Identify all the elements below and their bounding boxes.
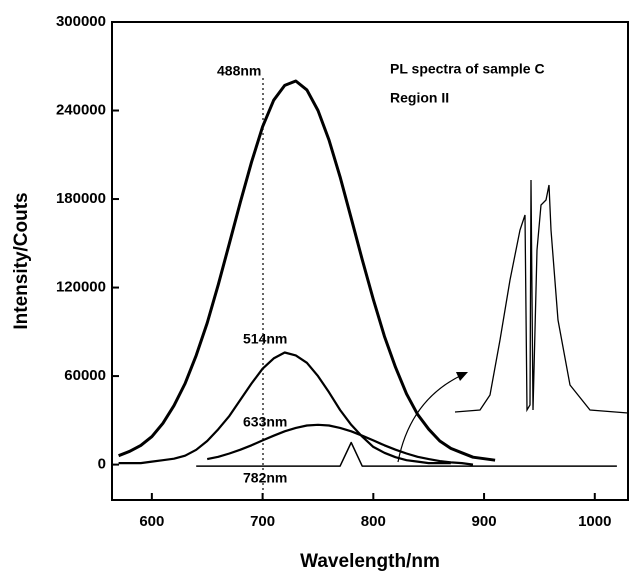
plot-frame bbox=[111, 21, 629, 501]
arrow-head bbox=[456, 372, 468, 381]
y-tick-label: 240000 bbox=[56, 101, 106, 118]
series-label: 782nm bbox=[243, 470, 287, 486]
y-tick-label: 60000 bbox=[64, 367, 106, 384]
x-tick-label: 1000 bbox=[578, 513, 611, 530]
series-line bbox=[118, 79, 496, 462]
x-tick-label: 900 bbox=[472, 513, 497, 530]
x-tick-label: 600 bbox=[139, 513, 164, 530]
y-tick-label: 180000 bbox=[56, 190, 106, 207]
series-line bbox=[206, 423, 474, 466]
series-label: 633nm bbox=[243, 414, 287, 430]
inset-arrow bbox=[397, 374, 463, 463]
y-tick-label: 300000 bbox=[56, 13, 106, 30]
x-tick-label: 700 bbox=[250, 513, 275, 530]
y-tick-label: 120000 bbox=[56, 279, 106, 296]
annotation: Region II bbox=[390, 90, 449, 106]
x-tick-label: 800 bbox=[361, 513, 386, 530]
series-line bbox=[118, 351, 451, 465]
y-axis-title: Intensity/Couts bbox=[11, 192, 32, 329]
annotation: PL spectra of sample C bbox=[390, 61, 545, 77]
y-tick-label: 0 bbox=[98, 456, 106, 473]
series-label: 488nm bbox=[217, 63, 261, 79]
series-label: 514nm bbox=[243, 331, 287, 347]
x-axis-title: Wavelength/nm bbox=[300, 551, 440, 572]
series-line bbox=[196, 441, 617, 467]
inset-spectrum bbox=[454, 179, 629, 414]
